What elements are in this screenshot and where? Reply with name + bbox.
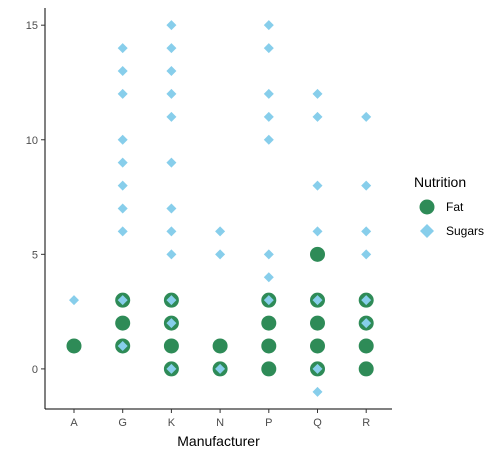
y-tick-label: 15 — [26, 20, 38, 32]
fat-point — [261, 338, 277, 354]
sugars-point — [312, 226, 323, 237]
sugars-point — [166, 20, 177, 31]
sugars-point — [263, 20, 274, 31]
sugars-point — [215, 363, 226, 374]
sugars-point — [117, 203, 128, 214]
data-points — [66, 20, 374, 397]
sugars-point — [117, 340, 128, 351]
sugars-point — [361, 318, 372, 329]
sugars-point — [166, 88, 177, 99]
sugars-point — [361, 249, 372, 260]
legend-key-sugars — [420, 224, 434, 238]
sugars-point — [361, 226, 372, 237]
sugars-point — [117, 66, 128, 77]
sugars-point — [166, 157, 177, 168]
sugars-point — [312, 88, 323, 99]
sugars-point — [312, 386, 323, 397]
sugars-point — [117, 43, 128, 54]
sugars-point — [263, 88, 274, 99]
x-tick-label: Q — [313, 417, 322, 429]
sugars-point — [166, 111, 177, 122]
sugars-point — [312, 295, 323, 306]
fat-point — [66, 338, 82, 354]
sugars-point — [166, 203, 177, 214]
sugars-point — [117, 226, 128, 237]
sugars-point — [312, 363, 323, 374]
sugars-point — [166, 318, 177, 329]
fat-point — [212, 338, 228, 354]
legend: Nutrition Fat Sugars — [414, 174, 484, 238]
y-tick-label: 10 — [26, 135, 38, 147]
sugars-point — [166, 226, 177, 237]
sugars-point — [263, 43, 274, 54]
sugars-point — [312, 180, 323, 191]
fat-point — [261, 315, 277, 331]
legend-key-fat — [419, 199, 435, 215]
sugars-point — [361, 295, 372, 306]
sugars-point — [166, 363, 177, 374]
legend-label: Sugars — [446, 224, 484, 238]
sugars-point — [215, 226, 226, 237]
legend-label: Fat — [446, 200, 464, 214]
sugars-point — [361, 111, 372, 122]
fat-point — [310, 246, 325, 262]
fat-point — [261, 361, 277, 377]
sugars-point — [69, 295, 79, 306]
y-ticks: 0 5 10 15 — [26, 20, 45, 376]
fat-point — [310, 315, 325, 331]
sugars-point — [166, 66, 177, 77]
sugars-point — [215, 249, 226, 260]
fat-point — [115, 315, 131, 331]
y-tick-label: 5 — [32, 249, 38, 261]
sugars-point — [263, 295, 274, 306]
legend-title: Nutrition — [414, 174, 466, 190]
sugars-point — [117, 180, 128, 191]
sugars-point — [166, 43, 177, 54]
sugars-point — [117, 88, 128, 99]
x-tick-label: K — [168, 417, 176, 429]
fat-point — [358, 361, 374, 377]
sugars-point — [263, 249, 274, 260]
sugars-point — [166, 295, 177, 306]
x-tick-label: N — [216, 417, 224, 429]
sugars-point — [117, 157, 128, 168]
x-tick-label: P — [265, 417, 272, 429]
x-tick-label: R — [362, 417, 370, 429]
y-tick-label: 0 — [32, 364, 38, 376]
fat-point — [310, 338, 325, 354]
x-axis-title: Manufacturer — [177, 433, 260, 449]
sugars-point — [312, 111, 323, 122]
sugars-point — [166, 249, 177, 260]
fat-point — [163, 338, 179, 354]
sugars-point — [263, 134, 274, 145]
fat-point — [358, 338, 374, 354]
x-tick-label: G — [118, 417, 127, 429]
x-tick-label: A — [70, 417, 78, 429]
sugars-point — [117, 295, 128, 306]
sugars-point — [361, 180, 372, 191]
sugars-point — [117, 134, 128, 145]
sugars-point — [263, 272, 274, 283]
axes — [44, 8, 392, 410]
sugars-point — [263, 111, 274, 122]
